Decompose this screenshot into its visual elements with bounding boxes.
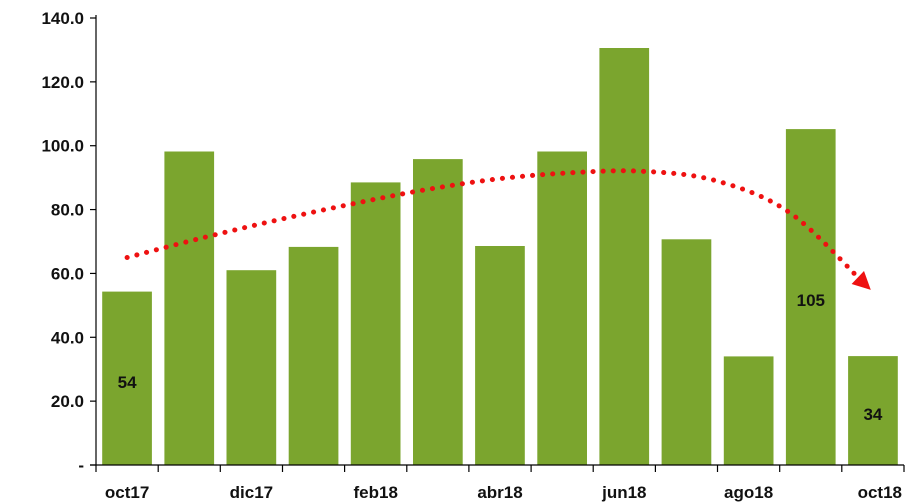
bars-layer xyxy=(102,48,898,465)
bar-oct17 xyxy=(102,291,152,465)
bar-feb18 xyxy=(350,182,401,465)
trend-arrowhead xyxy=(851,271,871,290)
axis-layer: - 20.0 40.0 60.0 80.0 100.0 120.0 140.0 oct17 dic… xyxy=(41,9,905,502)
x-tick-label-ago18: ago18 xyxy=(724,483,773,502)
x-tick-label-oct17: oct17 xyxy=(105,483,149,502)
data-label-oct17: 54 xyxy=(118,373,137,392)
bar-jun18 xyxy=(599,48,650,465)
bar-dic17 xyxy=(226,270,277,465)
data-label-sep18: 105 xyxy=(797,291,825,310)
bar-sep18 xyxy=(785,129,836,465)
labels-layer: 54 105 34 xyxy=(118,291,883,424)
bar-jul18 xyxy=(661,239,712,465)
y-tick-label: 80.0 xyxy=(51,201,84,220)
y-tick-label: 20.0 xyxy=(51,392,84,411)
bar-abr18 xyxy=(475,246,525,465)
trend-layer xyxy=(124,168,871,290)
y-tick-label: 100.0 xyxy=(41,137,84,156)
bar-may18 xyxy=(537,151,587,465)
x-tick-label-jun18: jun18 xyxy=(601,483,646,502)
data-label-oct18: 34 xyxy=(863,405,882,424)
bar-nov17 xyxy=(164,151,215,465)
y-tick-label: 120.0 xyxy=(41,73,84,92)
bar-oct18 xyxy=(848,356,898,465)
x-tick-label-oct18: oct18 xyxy=(858,483,902,502)
bar-ago18 xyxy=(723,356,774,465)
x-tick-label-feb18: feb18 xyxy=(353,483,397,502)
trend-dotted-line xyxy=(124,168,867,286)
y-tick-label: - xyxy=(78,456,84,475)
bar-mar18 xyxy=(413,159,463,465)
y-tick-label: 140.0 xyxy=(41,9,84,28)
bar-ene18 xyxy=(288,246,339,465)
x-tick-label-abr18: abr18 xyxy=(477,483,522,502)
y-tick-label: 60.0 xyxy=(51,264,84,283)
y-tick-label: 40.0 xyxy=(51,328,84,347)
x-tick-label-dic17: dic17 xyxy=(230,483,273,502)
